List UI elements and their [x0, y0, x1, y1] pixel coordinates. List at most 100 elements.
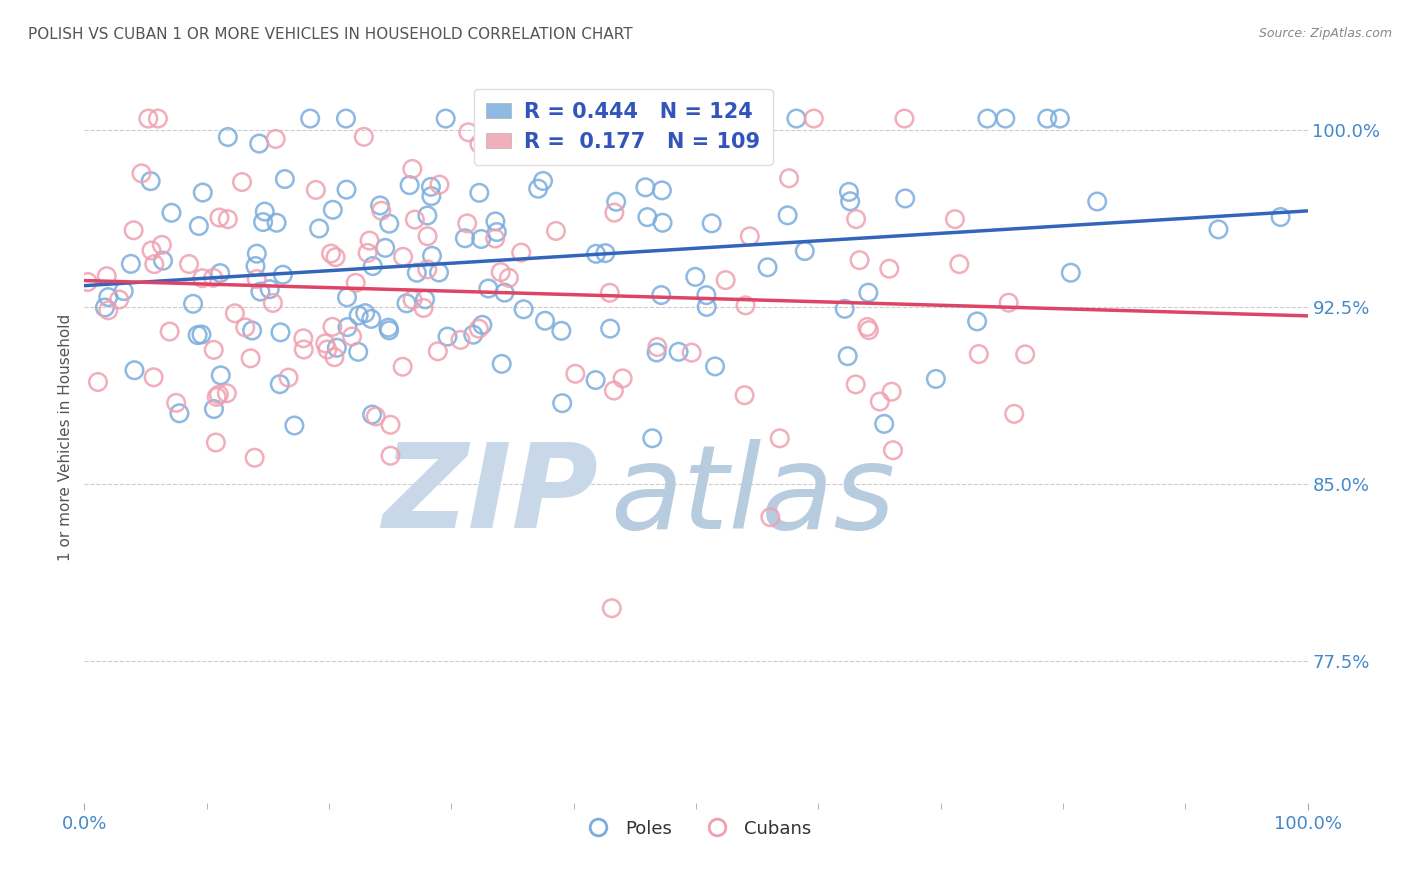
Point: [976, 112, 998, 126]
Point: [776, 208, 799, 222]
Point: [454, 231, 477, 245]
Point: [1014, 347, 1036, 361]
Point: [190, 327, 212, 342]
Point: [879, 261, 901, 276]
Point: [641, 431, 664, 445]
Point: [645, 345, 668, 359]
Point: [1208, 222, 1230, 236]
Point: [314, 336, 336, 351]
Point: [512, 302, 534, 317]
Point: [1085, 194, 1108, 209]
Point: [605, 194, 627, 209]
Point: [391, 359, 413, 374]
Point: [598, 112, 620, 126]
Point: [336, 320, 359, 334]
Point: [484, 231, 506, 245]
Point: [501, 133, 523, 147]
Point: [136, 112, 159, 126]
Point: [124, 363, 146, 377]
Point: [489, 265, 512, 279]
Point: [845, 377, 868, 392]
Point: [1270, 210, 1292, 224]
Point: [364, 409, 387, 424]
Point: [426, 344, 449, 359]
Point: [636, 210, 658, 224]
Point: [264, 132, 287, 146]
Point: [793, 244, 815, 258]
Point: [378, 323, 401, 337]
Point: [510, 245, 533, 260]
Point: [856, 320, 879, 334]
Point: [436, 329, 458, 343]
Point: [97, 290, 120, 304]
Point: [354, 306, 377, 320]
Point: [427, 265, 450, 279]
Point: [380, 449, 402, 463]
Point: [484, 214, 506, 228]
Point: [420, 249, 443, 263]
Point: [595, 246, 617, 260]
Legend: Poles, Cubans: Poles, Cubans: [574, 813, 818, 845]
Point: [869, 394, 891, 409]
Point: [202, 343, 225, 357]
Point: [416, 262, 439, 277]
Point: [108, 293, 131, 307]
Point: [651, 183, 673, 197]
Point: [550, 324, 572, 338]
Point: [845, 212, 868, 227]
Point: [848, 253, 870, 268]
Point: [785, 112, 807, 126]
Point: [120, 257, 142, 271]
Text: POLISH VS CUBAN 1 OR MORE VEHICLES IN HOUSEHOLD CORRELATION CHART: POLISH VS CUBAN 1 OR MORE VEHICLES IN HO…: [28, 27, 633, 42]
Point: [335, 183, 357, 197]
Point: [322, 202, 344, 217]
Point: [585, 373, 607, 387]
Point: [404, 212, 426, 227]
Point: [209, 368, 232, 383]
Point: [169, 406, 191, 420]
Point: [585, 247, 607, 261]
Point: [246, 246, 269, 260]
Point: [1002, 407, 1025, 421]
Point: [370, 203, 392, 218]
Point: [347, 309, 370, 323]
Point: [685, 269, 707, 284]
Point: [838, 185, 860, 199]
Point: [599, 321, 621, 335]
Point: [651, 216, 673, 230]
Point: [695, 288, 717, 302]
Point: [240, 324, 263, 338]
Point: [259, 282, 281, 296]
Point: [353, 129, 375, 144]
Point: [531, 174, 554, 188]
Point: [319, 246, 342, 260]
Point: [262, 296, 284, 310]
Text: ZIP: ZIP: [382, 438, 598, 553]
Point: [1060, 266, 1083, 280]
Point: [668, 344, 690, 359]
Point: [380, 417, 402, 432]
Point: [600, 601, 623, 615]
Point: [481, 140, 503, 154]
Point: [450, 333, 472, 347]
Point: [1036, 112, 1059, 126]
Point: [395, 296, 418, 310]
Point: [321, 319, 343, 334]
Point: [893, 112, 915, 126]
Point: [143, 257, 166, 271]
Point: [239, 351, 262, 366]
Point: [650, 288, 672, 302]
Point: [778, 171, 800, 186]
Point: [96, 269, 118, 284]
Point: [191, 271, 214, 285]
Point: [292, 343, 315, 357]
Point: [484, 112, 506, 126]
Point: [470, 232, 492, 246]
Point: [208, 387, 231, 401]
Point: [704, 359, 727, 374]
Point: [277, 370, 299, 384]
Point: [187, 328, 209, 343]
Point: [714, 273, 737, 287]
Point: [377, 320, 399, 334]
Point: [142, 370, 165, 384]
